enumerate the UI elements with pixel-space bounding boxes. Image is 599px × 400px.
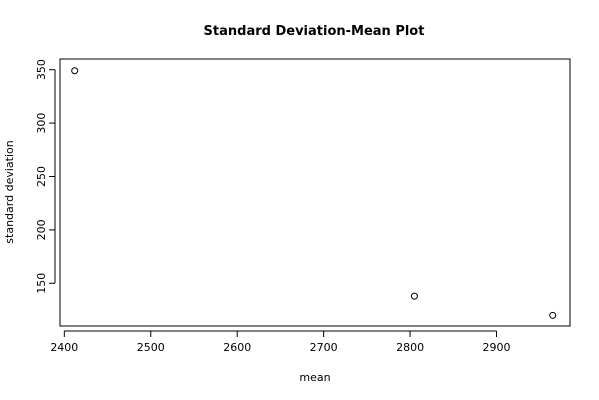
y-tick-label: 350 (35, 59, 48, 80)
chart-title: Standard Deviation-Mean Plot (204, 24, 425, 39)
y-tick-label: 150 (35, 273, 48, 294)
data-point (549, 311, 557, 319)
plot-frame (59, 58, 571, 327)
x-tick-label: 2700 (310, 341, 338, 354)
x-tick-label: 2600 (223, 341, 251, 354)
y-tick-label: 200 (35, 219, 48, 240)
x-tick-label: 2500 (137, 341, 165, 354)
x-tick-label: 2900 (483, 341, 511, 354)
x-tick-label: 2400 (50, 341, 78, 354)
data-points (71, 67, 557, 319)
data-point (71, 67, 79, 75)
x-axis-label: mean (299, 371, 330, 384)
y-axis-label: standard deviation (3, 140, 16, 243)
data-point (410, 292, 418, 300)
y-tick-label: 300 (35, 113, 48, 134)
x-axis: 2400 2500 2600 2700 2800 2900 (50, 330, 511, 354)
y-tick-label: 250 (35, 166, 48, 187)
x-tick-label: 2800 (396, 341, 424, 354)
y-axis: 150 200 250 300 350 (35, 59, 56, 294)
